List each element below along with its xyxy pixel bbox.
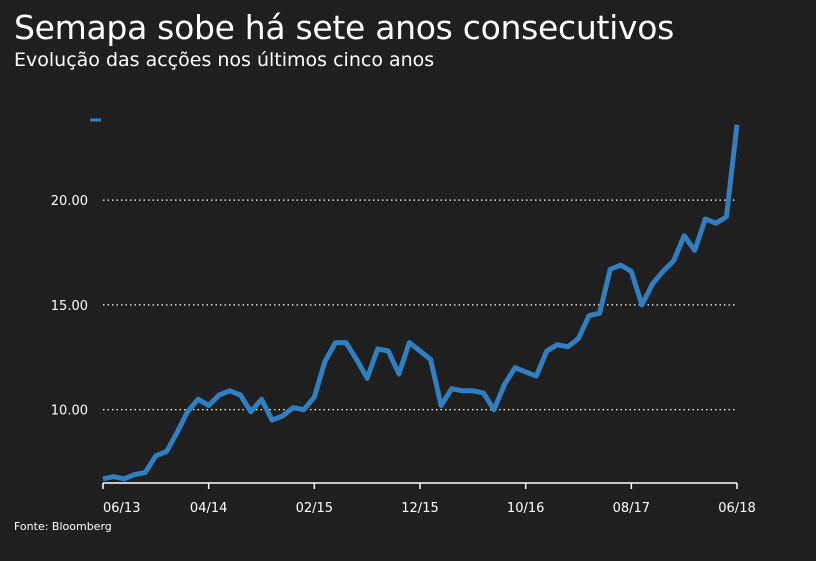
- y-tick-label: 20.00: [51, 194, 88, 209]
- series-line: [102, 124, 740, 482]
- x-tick-label: 10/16: [507, 501, 544, 516]
- x-tick-label: 08/17: [613, 501, 650, 516]
- x-tick-label: 06/18: [718, 501, 755, 516]
- x-tick-label: 12/15: [401, 501, 438, 516]
- data-points: [102, 124, 738, 479]
- x-tick-label: 06/13: [103, 501, 140, 516]
- chart-title: Semapa sobe há sete anos consecutivos: [14, 8, 674, 47]
- y-axis-ticks: 10.00 15.00 20.00: [51, 194, 88, 419]
- y-tick-label: 15.00: [51, 299, 88, 314]
- x-tick-label: 04/14: [190, 501, 227, 516]
- chart-subtitle: Evolução das acções nos últimos cinco an…: [14, 49, 435, 71]
- x-axis-ticks: 06/13 04/14 02/15 12/15 10/16 08/17 06/18: [102, 483, 756, 516]
- x-tick-label: 02/15: [296, 501, 333, 516]
- y-tick-label: 10.00: [51, 404, 88, 419]
- source-note: Fonte: Bloomberg: [14, 520, 112, 533]
